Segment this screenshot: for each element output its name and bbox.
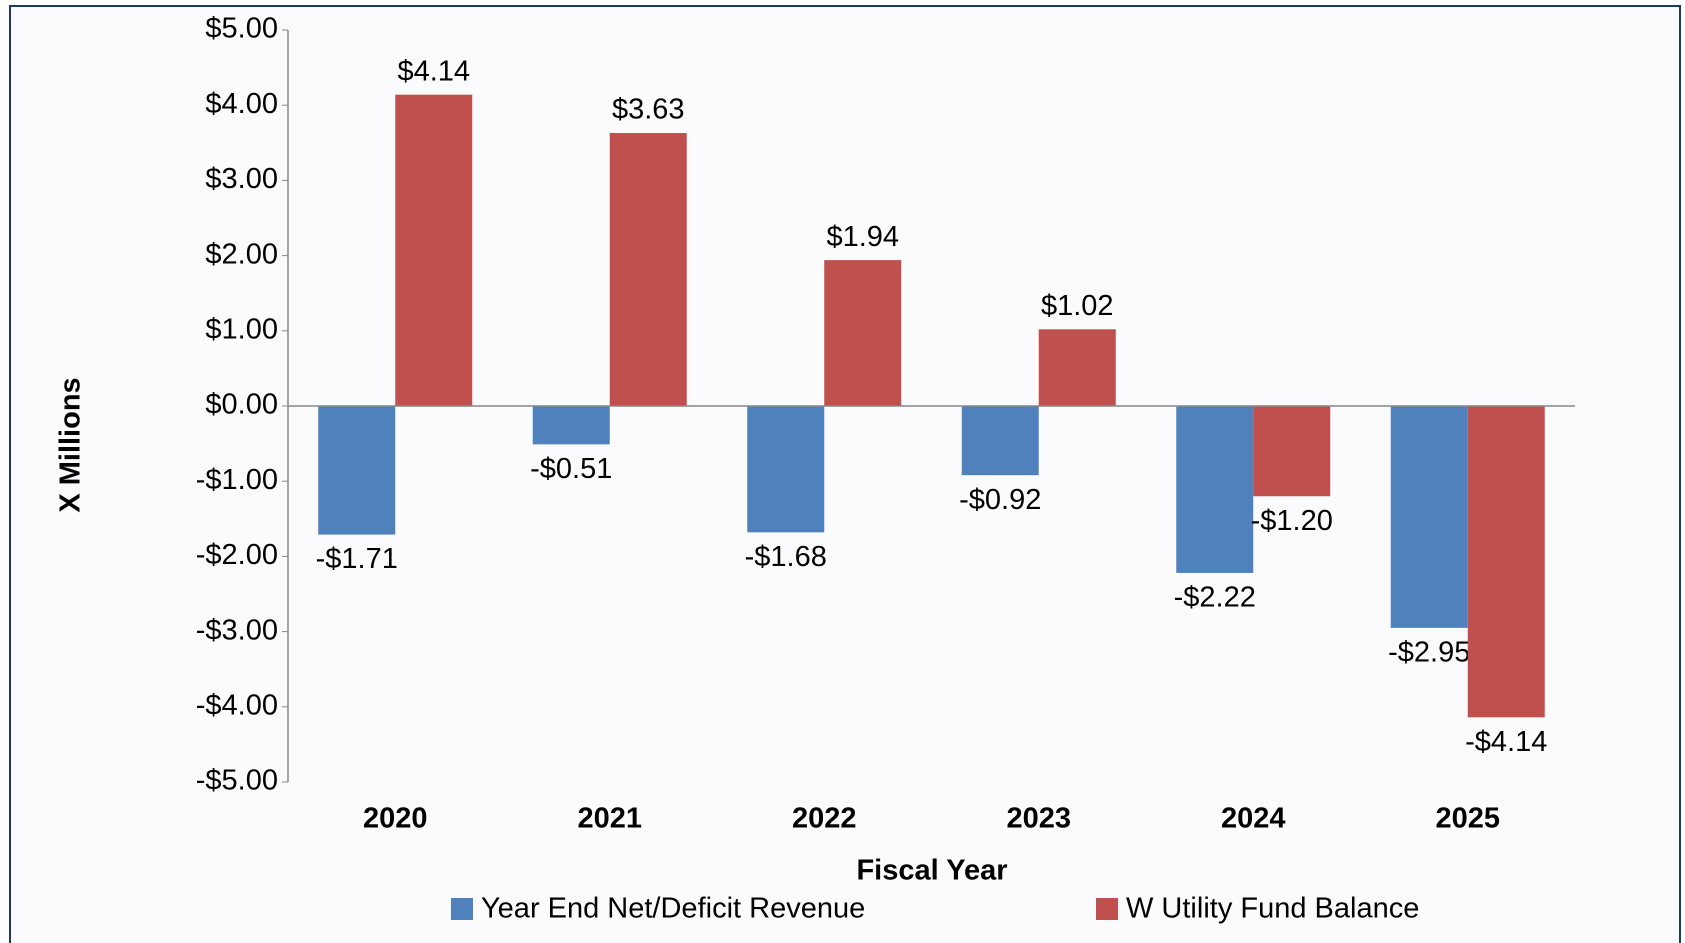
data-label: -$1.20 [1251,505,1333,537]
y-tick-label: $2.00 [205,238,278,270]
y-tick-label: $1.00 [205,313,278,345]
data-label: $4.14 [397,55,470,87]
x-axis-label: Fiscal Year [856,855,1007,887]
y-axis-label: X Millions [55,377,87,512]
x-tick-label: 2024 [1221,803,1286,835]
legend-swatch [1096,898,1118,920]
x-tick-label: 2020 [363,803,428,835]
y-tick-label: $4.00 [205,88,278,120]
y-tick-label: $0.00 [205,389,278,421]
legend-label: Year End Net/Deficit Revenue [481,893,865,925]
data-label: -$1.68 [745,541,827,573]
data-label: -$2.22 [1174,582,1256,614]
data-label: -$2.95 [1388,636,1470,668]
data-label: $3.63 [612,94,685,126]
data-label: -$4.14 [1465,726,1547,758]
bar [961,406,1039,476]
bar [532,406,610,445]
bar [1467,406,1545,718]
x-tick-label: 2022 [792,803,857,835]
y-tick-label: -$5.00 [196,765,278,797]
bar [395,94,473,406]
y-tick-label: -$1.00 [196,464,278,496]
bar [318,406,396,535]
y-tick-label: $3.00 [205,163,278,195]
bar [1038,329,1116,406]
x-tick-label: 2025 [1435,803,1500,835]
data-label: $1.02 [1041,290,1114,322]
y-tick-label: -$3.00 [196,614,278,646]
legend-label: W Utility Fund Balance [1126,893,1419,925]
legend-swatch [451,898,473,920]
x-tick-label: 2023 [1006,803,1071,835]
data-label: $1.94 [826,221,899,253]
bar [1253,406,1331,497]
y-tick-label: -$4.00 [196,689,278,721]
bar [824,260,902,406]
y-tick-label: -$2.00 [196,539,278,571]
bar [1176,406,1254,573]
data-label: -$0.51 [530,453,612,485]
bar [609,133,687,407]
bar [747,406,825,533]
y-tick-label: $5.00 [205,13,278,45]
bar [1390,406,1468,628]
x-tick-label: 2021 [577,803,642,835]
data-label: -$1.71 [316,543,398,575]
data-label: -$0.92 [959,484,1041,516]
